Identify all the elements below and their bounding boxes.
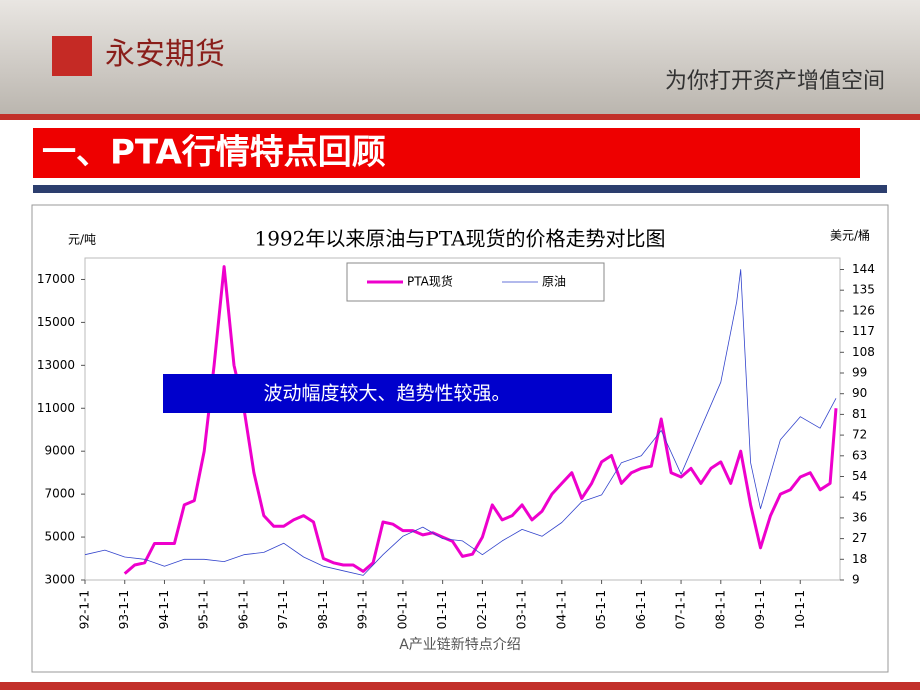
y2-tick-label: 27 bbox=[852, 531, 867, 545]
x-tick-label: 95-1-1 bbox=[197, 590, 211, 629]
y2-tick-label: 45 bbox=[852, 490, 867, 504]
y-tick-label: 11000 bbox=[37, 401, 75, 415]
x-tick-label: 01-1-1 bbox=[435, 590, 449, 629]
x-tick-label: 97-1-1 bbox=[276, 590, 290, 629]
y2-tick-label: 108 bbox=[852, 345, 875, 359]
section-title: 一、PTA行情特点回顾 bbox=[42, 133, 386, 173]
x-tick-label: 94-1-1 bbox=[157, 590, 171, 629]
header-rule bbox=[0, 114, 920, 120]
legend-label: PTA现货 bbox=[407, 274, 453, 289]
y2-tick-label: 18 bbox=[852, 552, 867, 566]
x-tick-label: 04-1-1 bbox=[554, 590, 568, 629]
y-tick-label: 15000 bbox=[37, 315, 75, 329]
y2-tick-label: 90 bbox=[852, 386, 867, 400]
y-tick-label: 5000 bbox=[44, 530, 75, 544]
x-tick-label: 05-1-1 bbox=[594, 590, 608, 629]
x-tick-label: 09-1-1 bbox=[753, 590, 767, 629]
y2-tick-label: 72 bbox=[852, 428, 867, 442]
y2-tick-label: 81 bbox=[852, 407, 867, 421]
x-tick-label: 96-1-1 bbox=[236, 590, 250, 629]
y2-tick-label: 54 bbox=[852, 469, 867, 483]
x-tick-label: 03-1-1 bbox=[515, 590, 529, 629]
y2-tick-label: 36 bbox=[852, 510, 867, 524]
y-tick-label: 3000 bbox=[44, 573, 75, 587]
y2-tick-label: 99 bbox=[852, 366, 867, 380]
x-tick-label: 98-1-1 bbox=[316, 590, 330, 629]
y2-tick-label: 117 bbox=[852, 324, 875, 338]
x-tick-label: 92-1-1 bbox=[78, 590, 92, 629]
brand: 永安期货 bbox=[105, 37, 225, 72]
y2-tick-label: 135 bbox=[852, 283, 875, 297]
x-tick-label: 08-1-1 bbox=[713, 590, 727, 629]
footer-rule bbox=[0, 682, 920, 690]
x-tick-label: 06-1-1 bbox=[634, 590, 648, 629]
x-tick-label: 00-1-1 bbox=[395, 590, 409, 629]
plot-area bbox=[84, 257, 841, 581]
y-tick-label: 17000 bbox=[37, 272, 75, 286]
section-rule bbox=[33, 185, 887, 193]
x-tick-label: 93-1-1 bbox=[117, 590, 131, 629]
x-tick-label: 99-1-1 bbox=[356, 590, 370, 629]
x-tick-label: 07-1-1 bbox=[674, 590, 688, 629]
section-banner bbox=[33, 128, 860, 178]
legend-label: 原油 bbox=[542, 275, 566, 289]
y2-axis-label: 美元/桶 bbox=[830, 228, 870, 243]
x-tick-label: 10-1-1 bbox=[793, 590, 807, 629]
annotation: 波动幅度较大、趋势性较强。 bbox=[263, 383, 510, 405]
annotation-box bbox=[163, 374, 612, 413]
y2-tick-label: 126 bbox=[852, 303, 875, 317]
y-tick-label: 9000 bbox=[44, 444, 75, 458]
line-series bbox=[84, 269, 837, 576]
y-axis-label: 元/吨 bbox=[68, 233, 96, 247]
y2-tick-label: 9 bbox=[852, 573, 860, 587]
y2-tick-label: 144 bbox=[852, 262, 875, 276]
x-tick-label: 02-1-1 bbox=[475, 590, 489, 629]
logo-icon bbox=[52, 36, 92, 76]
footer: A产业链新特点介绍 bbox=[399, 637, 521, 653]
header-band bbox=[0, 0, 920, 118]
chart-title: 1992年以来原油与PTA现货的价格走势对比图 bbox=[254, 227, 665, 251]
y-tick-label: 13000 bbox=[37, 358, 75, 372]
slogan: 为你打开资产增值空间 bbox=[665, 69, 885, 94]
y2-tick-label: 63 bbox=[852, 448, 867, 462]
y-tick-label: 7000 bbox=[44, 487, 75, 501]
